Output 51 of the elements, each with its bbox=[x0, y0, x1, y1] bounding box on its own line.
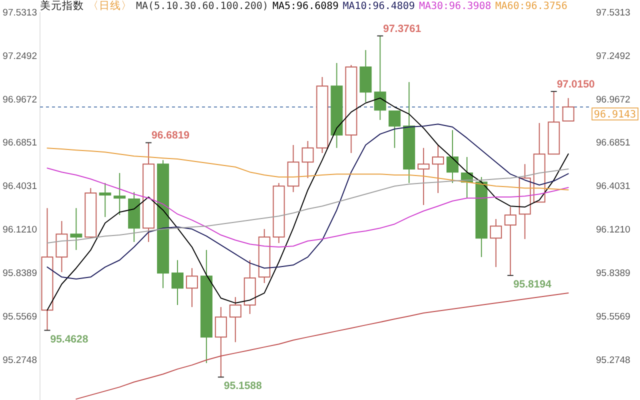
candlestick bbox=[562, 98, 574, 122]
text: MA60:96.3756 bbox=[495, 1, 568, 12]
y2-tick-label: 97.2492 bbox=[596, 50, 630, 62]
line-series bbox=[46, 124, 569, 280]
annotation: 96.6819 bbox=[152, 130, 190, 142]
annotation: 97.0150 bbox=[556, 78, 595, 90]
y2-tick-label: 95.5569 bbox=[596, 311, 630, 322]
chart-title: 美元指数 bbox=[40, 0, 84, 12]
y-tick-label: 95.5569 bbox=[2, 311, 37, 322]
y2-tick-label: 96.9672 bbox=[596, 94, 630, 106]
candlestick bbox=[172, 260, 184, 306]
candlestick bbox=[229, 296, 242, 343]
candlestick bbox=[186, 268, 198, 308]
annotation: 95.1588 bbox=[224, 380, 262, 392]
candlestick bbox=[70, 208, 82, 250]
y-tick-label: 97.5313 bbox=[2, 8, 37, 18]
candlestick bbox=[418, 147, 430, 206]
annotation: 95.8194 bbox=[513, 278, 552, 290]
candlestick bbox=[214, 306, 227, 378]
y2-tick-label: 97.5313 bbox=[596, 8, 630, 18]
candlestick bbox=[374, 35, 386, 120]
candlestick bbox=[446, 130, 458, 184]
candlestick bbox=[490, 218, 502, 268]
y2-tick-label: 95.8389 bbox=[596, 268, 630, 279]
candlestick bbox=[56, 220, 68, 273]
candlestick bbox=[388, 110, 401, 148]
annotation: 97.3761 bbox=[383, 22, 422, 35]
candlestick bbox=[504, 206, 516, 276]
line-series bbox=[46, 148, 569, 190]
y2-tick-label: 96.4031 bbox=[596, 181, 630, 192]
candlestick bbox=[432, 144, 444, 194]
y2-tick-label: 96.6851 bbox=[596, 138, 630, 149]
text: MA30:96.3908 bbox=[418, 1, 492, 12]
candlestick bbox=[99, 182, 112, 218]
y2-tick-label: 95.2748 bbox=[596, 354, 630, 366]
y-tick-label: 96.9672 bbox=[2, 94, 37, 106]
y-tick-label: 95.8389 bbox=[2, 268, 37, 279]
y-tick-label: 97.2492 bbox=[2, 50, 37, 62]
y2-tick-label: 96.1210 bbox=[596, 224, 630, 236]
candlestick bbox=[302, 140, 314, 179]
y-tick-label: 96.1210 bbox=[2, 224, 37, 236]
chart-subtitle: 〈日线〉 bbox=[88, 0, 132, 12]
candlestick bbox=[114, 172, 126, 216]
annotation: MA(5.10.30.60.100.200) bbox=[136, 1, 268, 12]
text: MA10:96.4809 bbox=[342, 1, 415, 12]
ref-line-label: 96.9143 bbox=[594, 109, 636, 120]
y-tick-label: 96.6851 bbox=[2, 138, 37, 149]
y-tick-label: 96.4031 bbox=[2, 181, 37, 192]
annotation: 95.4628 bbox=[50, 333, 88, 346]
y-tick-label: 95.2748 bbox=[2, 354, 37, 366]
text: MA5:96.6089 bbox=[272, 1, 339, 12]
